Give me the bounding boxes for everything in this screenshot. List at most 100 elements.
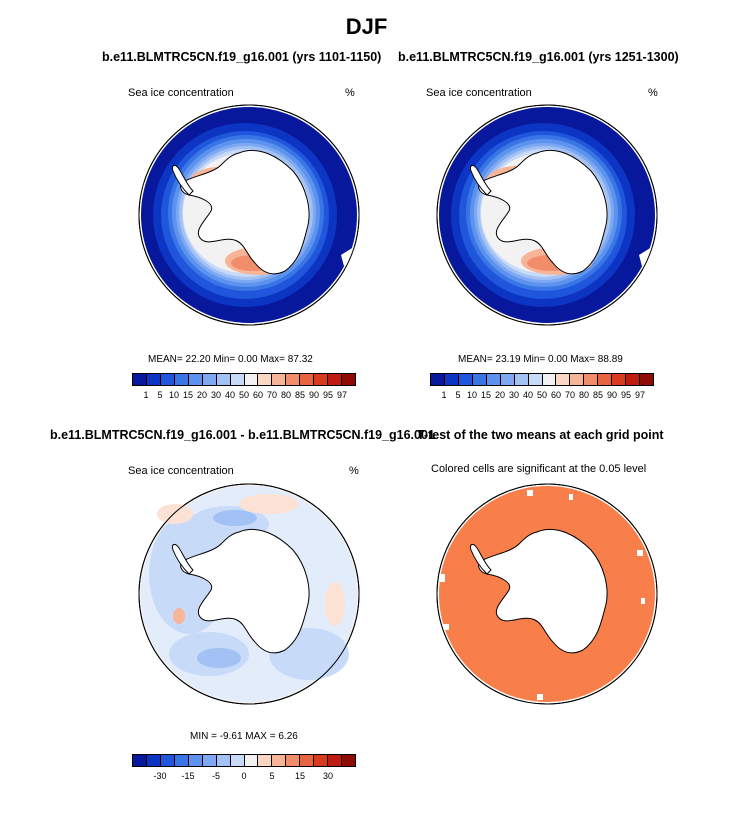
colorbar-swatch	[133, 374, 147, 385]
colorbar-swatch	[286, 755, 301, 766]
panel-3-colorbar-labels: -30 -15 -5 0 5 15 30	[132, 771, 356, 783]
panel-2-units: %	[648, 87, 658, 99]
colorbar-tick-label: -5	[211, 771, 221, 781]
panel-1-units: %	[345, 87, 355, 99]
colorbar-swatch	[514, 374, 529, 385]
colorbar-tick-label: 85	[294, 390, 306, 400]
colorbar-swatch	[160, 755, 175, 766]
colorbar-swatch	[133, 755, 147, 766]
colorbar-tick-label: 97	[336, 390, 348, 400]
panel-4-title: T-test of the two means at each grid poi…	[417, 428, 664, 442]
colorbar-swatch	[188, 374, 203, 385]
colorbar-swatch	[458, 374, 473, 385]
colorbar-swatch	[626, 374, 641, 385]
colorbar-tick-label: 10	[466, 390, 478, 400]
colorbar-tick-label: 97	[634, 390, 646, 400]
colorbar-swatch	[146, 755, 161, 766]
colorbar-swatch	[342, 755, 355, 766]
panel-1-stats: MEAN= 22.20 Min= 0.00 Max= 87.32	[148, 354, 313, 365]
colorbar-swatch	[342, 374, 355, 385]
colorbar-tick-label: 50	[536, 390, 548, 400]
colorbar-tick-label: 90	[606, 390, 618, 400]
colorbar-swatch	[500, 374, 515, 385]
colorbar-tick-label: 30	[322, 771, 334, 781]
panel-3-variable: Sea ice concentration	[128, 465, 234, 477]
colorbar-swatch	[570, 374, 585, 385]
panel-4-map	[436, 483, 658, 705]
colorbar-swatch	[216, 755, 231, 766]
colorbar-swatch	[472, 374, 487, 385]
colorbar-swatch	[244, 374, 259, 385]
colorbar-tick-label: 60	[252, 390, 264, 400]
colorbar-tick-label: 0	[241, 771, 247, 781]
panel-3-units: %	[349, 465, 359, 477]
panel-2-colorbar	[430, 373, 654, 386]
colorbar-tick-label: 20	[494, 390, 506, 400]
colorbar-tick-label: 20	[196, 390, 208, 400]
colorbar-swatch	[444, 374, 459, 385]
colorbar-swatch	[286, 374, 301, 385]
colorbar-swatch	[202, 374, 217, 385]
colorbar-tick-label: 5	[269, 771, 275, 781]
colorbar-swatch	[174, 755, 189, 766]
colorbar-tick-label: -30	[153, 771, 167, 781]
colorbar-swatch	[258, 374, 273, 385]
panel-3-map	[138, 483, 360, 705]
colorbar-swatch	[584, 374, 599, 385]
colorbar-tick-label: 90	[308, 390, 320, 400]
colorbar-tick-label: 95	[620, 390, 632, 400]
colorbar-tick-label: 15	[182, 390, 194, 400]
panel-2-map	[435, 104, 659, 326]
colorbar-swatch	[542, 374, 557, 385]
colorbar-swatch	[328, 374, 343, 385]
colorbar-tick-label: 80	[280, 390, 292, 400]
colorbar-swatch	[328, 755, 343, 766]
colorbar-swatch	[188, 755, 203, 766]
colorbar-tick-label: 1	[441, 390, 447, 400]
panel-2-colorbar-labels: 1 5 10 15 20 30 40 50 60 70 80 85 90 95 97	[430, 390, 654, 402]
colorbar-tick-label: 30	[210, 390, 222, 400]
colorbar-tick-label: 40	[224, 390, 236, 400]
colorbar-tick-label: 70	[266, 390, 278, 400]
colorbar-swatch	[486, 374, 501, 385]
panel-2-variable: Sea ice concentration	[426, 87, 532, 99]
colorbar-swatch	[230, 374, 245, 385]
colorbar-tick-label: 1	[143, 390, 149, 400]
colorbar-swatch	[314, 755, 329, 766]
colorbar-swatch	[314, 374, 329, 385]
colorbar-tick-label: 60	[550, 390, 562, 400]
figure-title: DJF	[345, 14, 388, 39]
panel-1-variable: Sea ice concentration	[128, 87, 234, 99]
colorbar-tick-label: 5	[455, 390, 461, 400]
colorbar-tick-label: 80	[578, 390, 590, 400]
colorbar-swatch	[160, 374, 175, 385]
colorbar-swatch	[258, 755, 273, 766]
panel-1-colorbar	[132, 373, 356, 386]
panel-1-map	[137, 104, 361, 326]
colorbar-tick-label: 85	[592, 390, 604, 400]
colorbar-swatch	[598, 374, 613, 385]
colorbar-tick-label: 5	[157, 390, 163, 400]
colorbar-swatch	[300, 755, 315, 766]
panel-3-title: b.e11.BLMTRC5CN.f19_g16.001 - b.e11.BLMT…	[50, 428, 435, 442]
colorbar-swatch	[528, 374, 543, 385]
colorbar-swatch	[556, 374, 571, 385]
colorbar-swatch	[244, 755, 259, 766]
colorbar-swatch	[612, 374, 627, 385]
colorbar-tick-label: 15	[480, 390, 492, 400]
panel-3-colorbar	[132, 754, 356, 767]
colorbar-swatch	[202, 755, 217, 766]
panel-4-subtitle: Colored cells are significant at the 0.0…	[431, 463, 647, 475]
colorbar-swatch	[272, 755, 287, 766]
panel-3-stats: MIN = -9.61 MAX = 6.26	[190, 731, 298, 742]
colorbar-tick-label: 40	[522, 390, 534, 400]
colorbar-swatch	[174, 374, 189, 385]
panel-2-title: b.e11.BLMTRC5CN.f19_g16.001 (yrs 1251-13…	[398, 50, 679, 64]
colorbar-tick-label: -15	[181, 771, 195, 781]
colorbar-tick-label: 30	[508, 390, 520, 400]
colorbar-tick-label: 15	[294, 771, 306, 781]
colorbar-swatch	[146, 374, 161, 385]
colorbar-tick-label: 70	[564, 390, 576, 400]
colorbar-swatch	[300, 374, 315, 385]
colorbar-tick-label: 10	[168, 390, 180, 400]
